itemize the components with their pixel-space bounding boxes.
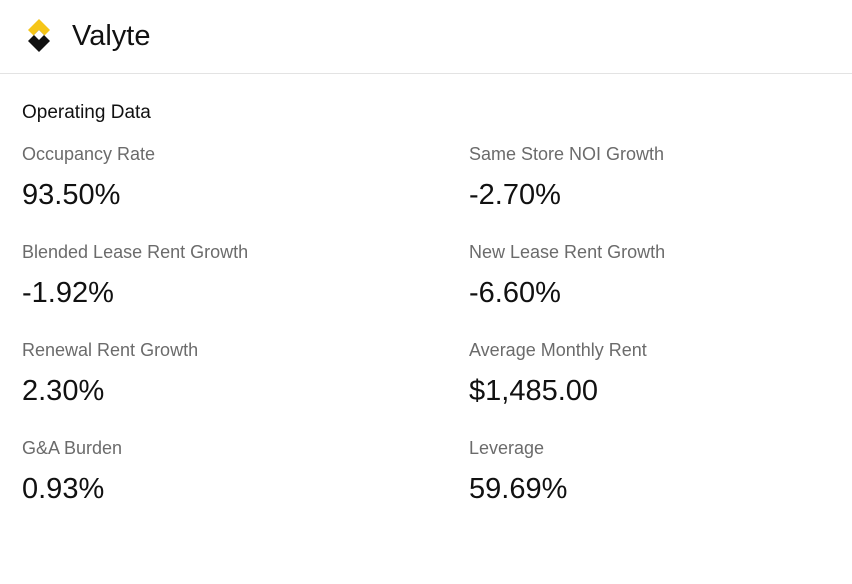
metric: New Lease Rent Growth -6.60% bbox=[469, 242, 852, 310]
metric: Leverage 59.69% bbox=[469, 438, 852, 506]
metric-label: Leverage bbox=[469, 438, 545, 458]
metric-label: G&A Burden bbox=[22, 438, 123, 458]
metric: Occupancy Rate 93.50% bbox=[22, 144, 469, 212]
metric: Same Store NOI Growth -2.70% bbox=[469, 144, 852, 212]
metric-label: Renewal Rent Growth bbox=[22, 340, 199, 360]
metric: Average Monthly Rent $1,485.00 bbox=[469, 340, 852, 408]
metric-value: 2.30% bbox=[22, 375, 105, 407]
section-title: Operating Data bbox=[22, 102, 151, 123]
brand[interactable]: Valyte bbox=[72, 20, 151, 52]
metric-value: 0.93% bbox=[22, 473, 105, 505]
metric: Blended Lease Rent Growth -1.92% bbox=[22, 242, 469, 310]
metrics-grid: Occupancy Rate 93.50% Same Store NOI Growt… bbox=[22, 144, 852, 506]
metric-label: Occupancy Rate bbox=[22, 144, 156, 164]
metric-label: Same Store NOI Growth bbox=[469, 144, 665, 164]
metric-value: -6.60% bbox=[469, 277, 561, 309]
metric-value: 59.69% bbox=[469, 473, 568, 505]
metric-value: -1.92% bbox=[22, 277, 114, 309]
metric-label: Blended Lease Rent Growth bbox=[22, 242, 249, 262]
metric-value: 93.50% bbox=[22, 179, 121, 211]
metric-value: $1,485.00 bbox=[469, 375, 599, 407]
logo bbox=[28, 18, 50, 52]
metric-label: New Lease Rent Growth bbox=[469, 242, 666, 262]
metric-label: Average Monthly Rent bbox=[469, 340, 647, 360]
metric: Renewal Rent Growth 2.30% bbox=[22, 340, 469, 408]
header: Valyte bbox=[0, 0, 852, 74]
metric: G&A Burden 0.93% bbox=[22, 438, 469, 506]
metric-value: -2.70% bbox=[469, 179, 561, 211]
